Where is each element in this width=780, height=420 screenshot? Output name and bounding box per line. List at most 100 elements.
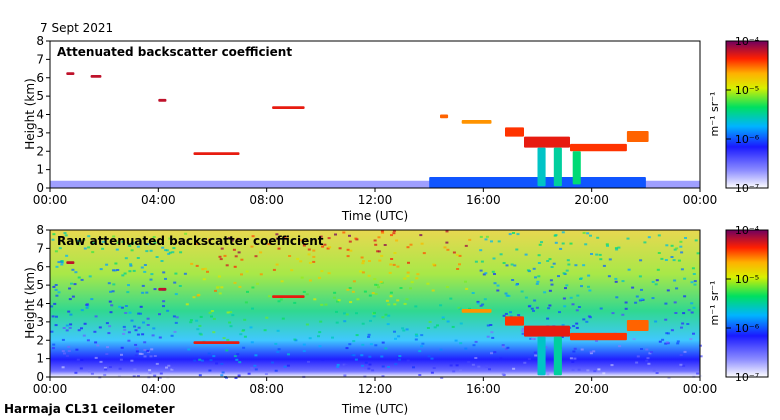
backscatter-layers: [66, 261, 649, 376]
noise-pixel: [535, 282, 539, 285]
noise-pixel: [65, 354, 69, 357]
noise-pixel: [651, 280, 655, 283]
noise-pixel: [374, 344, 378, 347]
noise-pixel: [198, 332, 202, 335]
x-tick-label: 04:00: [141, 382, 176, 396]
noise-pixel: [148, 369, 152, 372]
noise-pixel: [158, 313, 161, 316]
noise-pixel: [436, 324, 439, 327]
noise-pixel: [573, 357, 577, 360]
noise-pixel: [135, 347, 139, 350]
noise-pixel: [124, 312, 128, 314]
noise-pixel: [60, 263, 64, 266]
noise-pixel: [223, 254, 227, 257]
noise-pixel: [693, 283, 697, 286]
noise-pixel: [665, 244, 669, 247]
noise-pixel: [431, 289, 435, 292]
noise-pixel: [505, 294, 509, 297]
noise-pixel: [142, 321, 145, 324]
noise-pixel: [420, 242, 424, 245]
noise-pixel: [116, 241, 120, 244]
noise-pixel: [493, 273, 496, 275]
noise-pixel: [647, 236, 651, 239]
noise-pixel: [558, 311, 561, 314]
noise-pixel: [369, 343, 373, 346]
noise-pixel: [352, 354, 356, 357]
noise-pixel: [76, 358, 80, 361]
noise-pixel: [155, 256, 159, 258]
noise-pixel: [348, 343, 352, 346]
noise-pixel: [389, 263, 393, 266]
noise-pixel: [184, 232, 188, 235]
noise-pixel: [683, 295, 687, 298]
noise-pixel: [572, 350, 576, 353]
noise-pixel: [280, 280, 284, 283]
noise-pixel: [511, 279, 515, 281]
noise-pixel: [312, 255, 316, 258]
noise-pixel: [349, 249, 353, 252]
noise-pixel: [202, 278, 206, 281]
noise-pixel: [531, 338, 534, 340]
noise-pixel: [348, 234, 351, 237]
noise-pixel: [283, 236, 287, 239]
noise-pixel: [277, 300, 281, 303]
noise-pixel: [385, 299, 389, 302]
noise-pixel: [443, 246, 447, 249]
noise-pixel: [606, 244, 609, 247]
noise-pixel: [210, 310, 214, 312]
x-tick-label: 12:00: [358, 382, 393, 396]
layer-cloud-4.8km: [158, 98, 167, 102]
noise-pixel: [392, 232, 396, 235]
noise-pixel: [403, 277, 407, 280]
noise-pixel: [348, 287, 352, 289]
noise-pixel: [416, 273, 420, 276]
noise-pixel: [587, 285, 590, 288]
noise-pixel: [281, 317, 285, 320]
noise-pixel: [371, 369, 375, 372]
noise-pixel: [234, 255, 238, 258]
noise-pixel: [692, 306, 696, 309]
noise-pixel: [74, 371, 78, 374]
noise-pixel: [131, 242, 135, 245]
noise-pixel: [166, 309, 170, 312]
noise-pixel: [120, 306, 124, 309]
noise-pixel: [277, 247, 281, 250]
noise-pixel: [111, 290, 115, 293]
colorbar-tick-label: 10⁻⁷: [735, 371, 759, 384]
noise-pixel: [323, 243, 327, 246]
noise-pixel: [372, 315, 376, 318]
noise-pixel: [308, 279, 312, 282]
noise-pixel: [520, 290, 524, 293]
noise-pixel: [198, 358, 202, 361]
noise-pixel: [405, 298, 409, 301]
noise-pixel: [355, 334, 359, 337]
noise-pixel: [422, 252, 426, 255]
noise-pixel: [283, 365, 287, 368]
noise-pixel: [203, 267, 207, 270]
noise-pixel: [479, 235, 483, 238]
noise-pixel: [687, 309, 691, 312]
noise-pixel: [55, 315, 58, 318]
noise-pixel: [571, 368, 575, 371]
noise-pixel: [643, 241, 647, 244]
noise-pixel: [121, 274, 125, 277]
noise-pixel: [484, 272, 488, 275]
noise-pixel: [414, 333, 418, 336]
noise-pixel: [150, 348, 154, 351]
noise-pixel: [302, 343, 306, 346]
noise-pixel: [624, 301, 628, 304]
y-axis-ticks: 0 1 2 3 4 5 6 7 8: [36, 223, 50, 384]
noise-pixel: [465, 287, 469, 290]
noise-pixel: [587, 274, 591, 277]
noise-pixel: [682, 312, 686, 315]
noise-pixel: [109, 290, 113, 293]
noise-pixel: [345, 347, 349, 350]
noise-pixel: [318, 276, 321, 279]
noise-pixel: [174, 321, 178, 324]
noise-pixel: [454, 339, 458, 342]
noise-pixel: [535, 306, 539, 309]
noise-pixel: [196, 294, 200, 297]
noise-pixel: [64, 234, 68, 237]
noise-pixel: [521, 327, 525, 330]
noise-pixel: [287, 353, 290, 356]
